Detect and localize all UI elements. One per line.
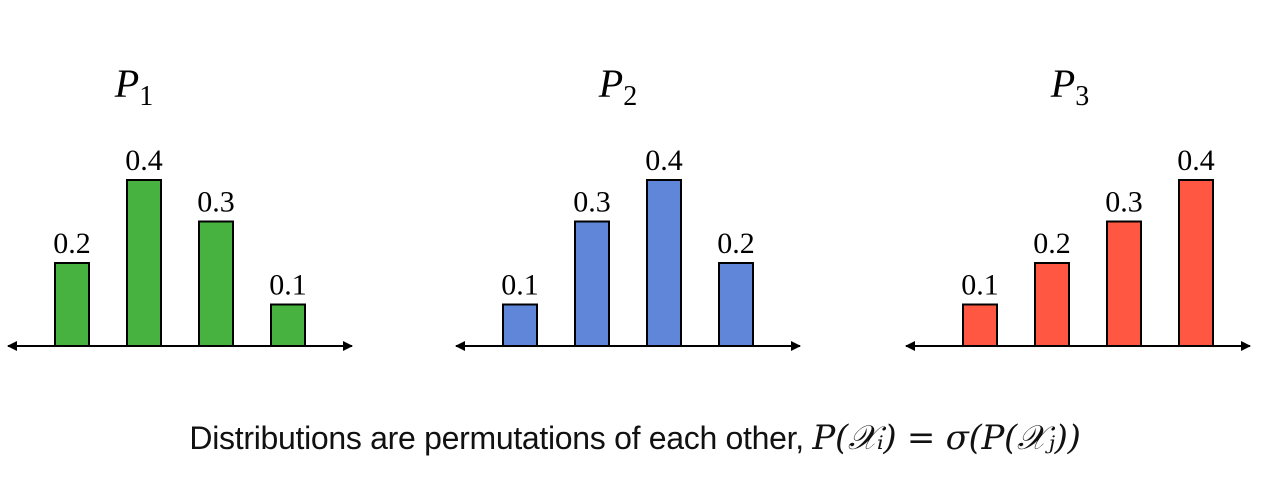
data-label: 0.4: [645, 144, 683, 177]
bar: [126, 179, 162, 347]
chart-title: P3: [1050, 61, 1089, 112]
data-label: 0.1: [269, 269, 307, 302]
data-label: 0.3: [1105, 186, 1143, 219]
data-label: 0.1: [501, 269, 539, 302]
bar: [1178, 179, 1214, 347]
bar: [1106, 220, 1142, 347]
bar: [646, 179, 682, 347]
chart-title: P2: [598, 61, 637, 112]
bar: [574, 220, 610, 347]
caption-text: Distributions are permutations of each o…: [189, 420, 813, 456]
data-label: 0.2: [53, 227, 91, 260]
bar: [270, 303, 306, 347]
chart-title: P1: [114, 61, 153, 112]
data-label: 0.1: [961, 269, 999, 302]
chart-panel-2: P2 0.1 0.3 0.4 0.2: [455, 61, 801, 351]
data-label: 0.2: [717, 227, 755, 260]
data-label: 0.3: [197, 186, 235, 219]
bar: [502, 303, 538, 347]
bar: [1034, 262, 1070, 347]
data-label: 0.4: [125, 144, 163, 177]
chart-panel-3: P3 0.1 0.2 0.3 0.4: [905, 61, 1251, 351]
caption-formula: P(𝒳ᵢ) = σ(P(𝒳ⱼ)): [812, 418, 1081, 458]
bar: [54, 262, 90, 347]
bar: [962, 303, 998, 347]
chart-panel-1: P1 0.2 0.4 0.3 0.1: [7, 61, 353, 351]
data-label: 0.3: [573, 186, 611, 219]
bar: [198, 220, 234, 347]
data-label: 0.4: [1177, 144, 1215, 177]
bar: [718, 262, 754, 347]
data-label: 0.2: [1033, 227, 1071, 260]
caption: Distributions are permutations of each o…: [0, 418, 1270, 458]
